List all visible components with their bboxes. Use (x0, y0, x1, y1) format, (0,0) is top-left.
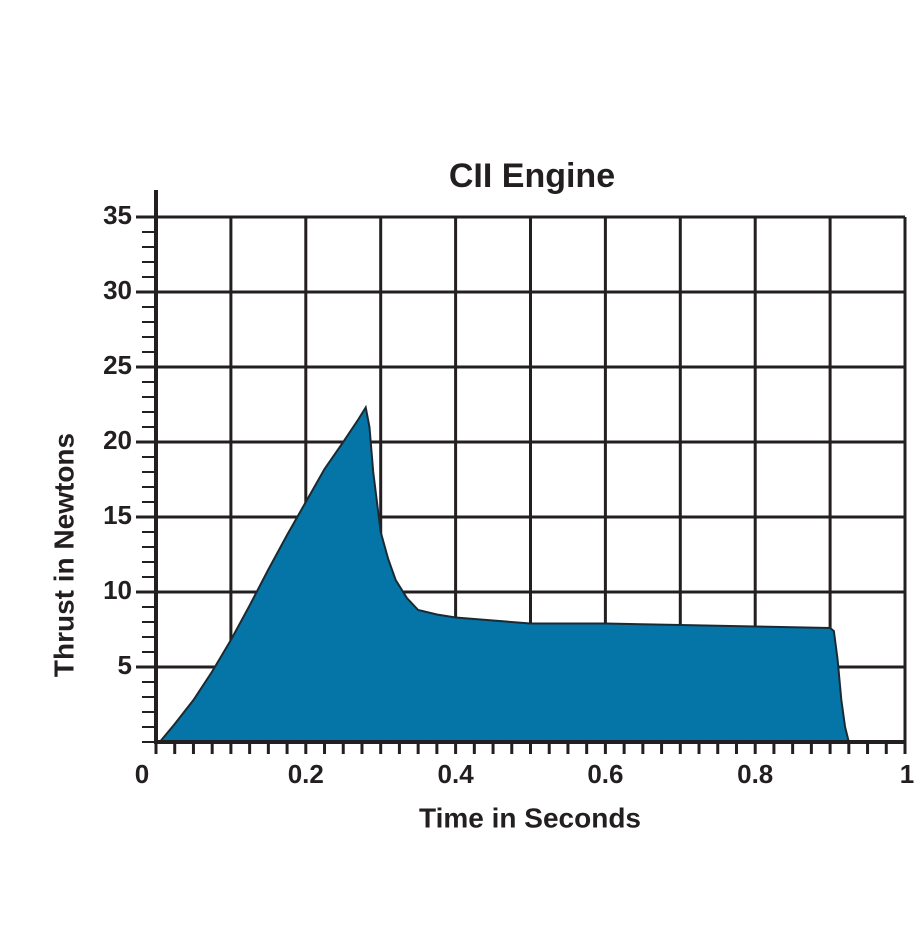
thrust-area (157, 404, 851, 743)
x-tick-label: 0 (135, 759, 149, 789)
x-tick-label: 0.4 (438, 759, 475, 789)
x-tick-label: 1 (900, 759, 914, 789)
y-tick-label: 5 (118, 650, 132, 680)
x-tick-label: 0.6 (587, 759, 623, 789)
y-tick-label: 35 (103, 200, 132, 230)
y-tick-label: 15 (103, 500, 132, 530)
x-axis-label: Time in Seconds (419, 802, 641, 833)
chart-title: CII Engine (449, 157, 615, 195)
x-tick-label: 0.8 (737, 759, 773, 789)
y-tick-label: 10 (103, 575, 132, 605)
x-tick-label: 0.2 (288, 759, 324, 789)
y-axis-label: Thrust in Newtons (48, 433, 79, 677)
y-tick-label: 25 (103, 350, 132, 380)
y-tick-label: 20 (103, 425, 132, 455)
y-tick-label: 30 (103, 275, 132, 305)
